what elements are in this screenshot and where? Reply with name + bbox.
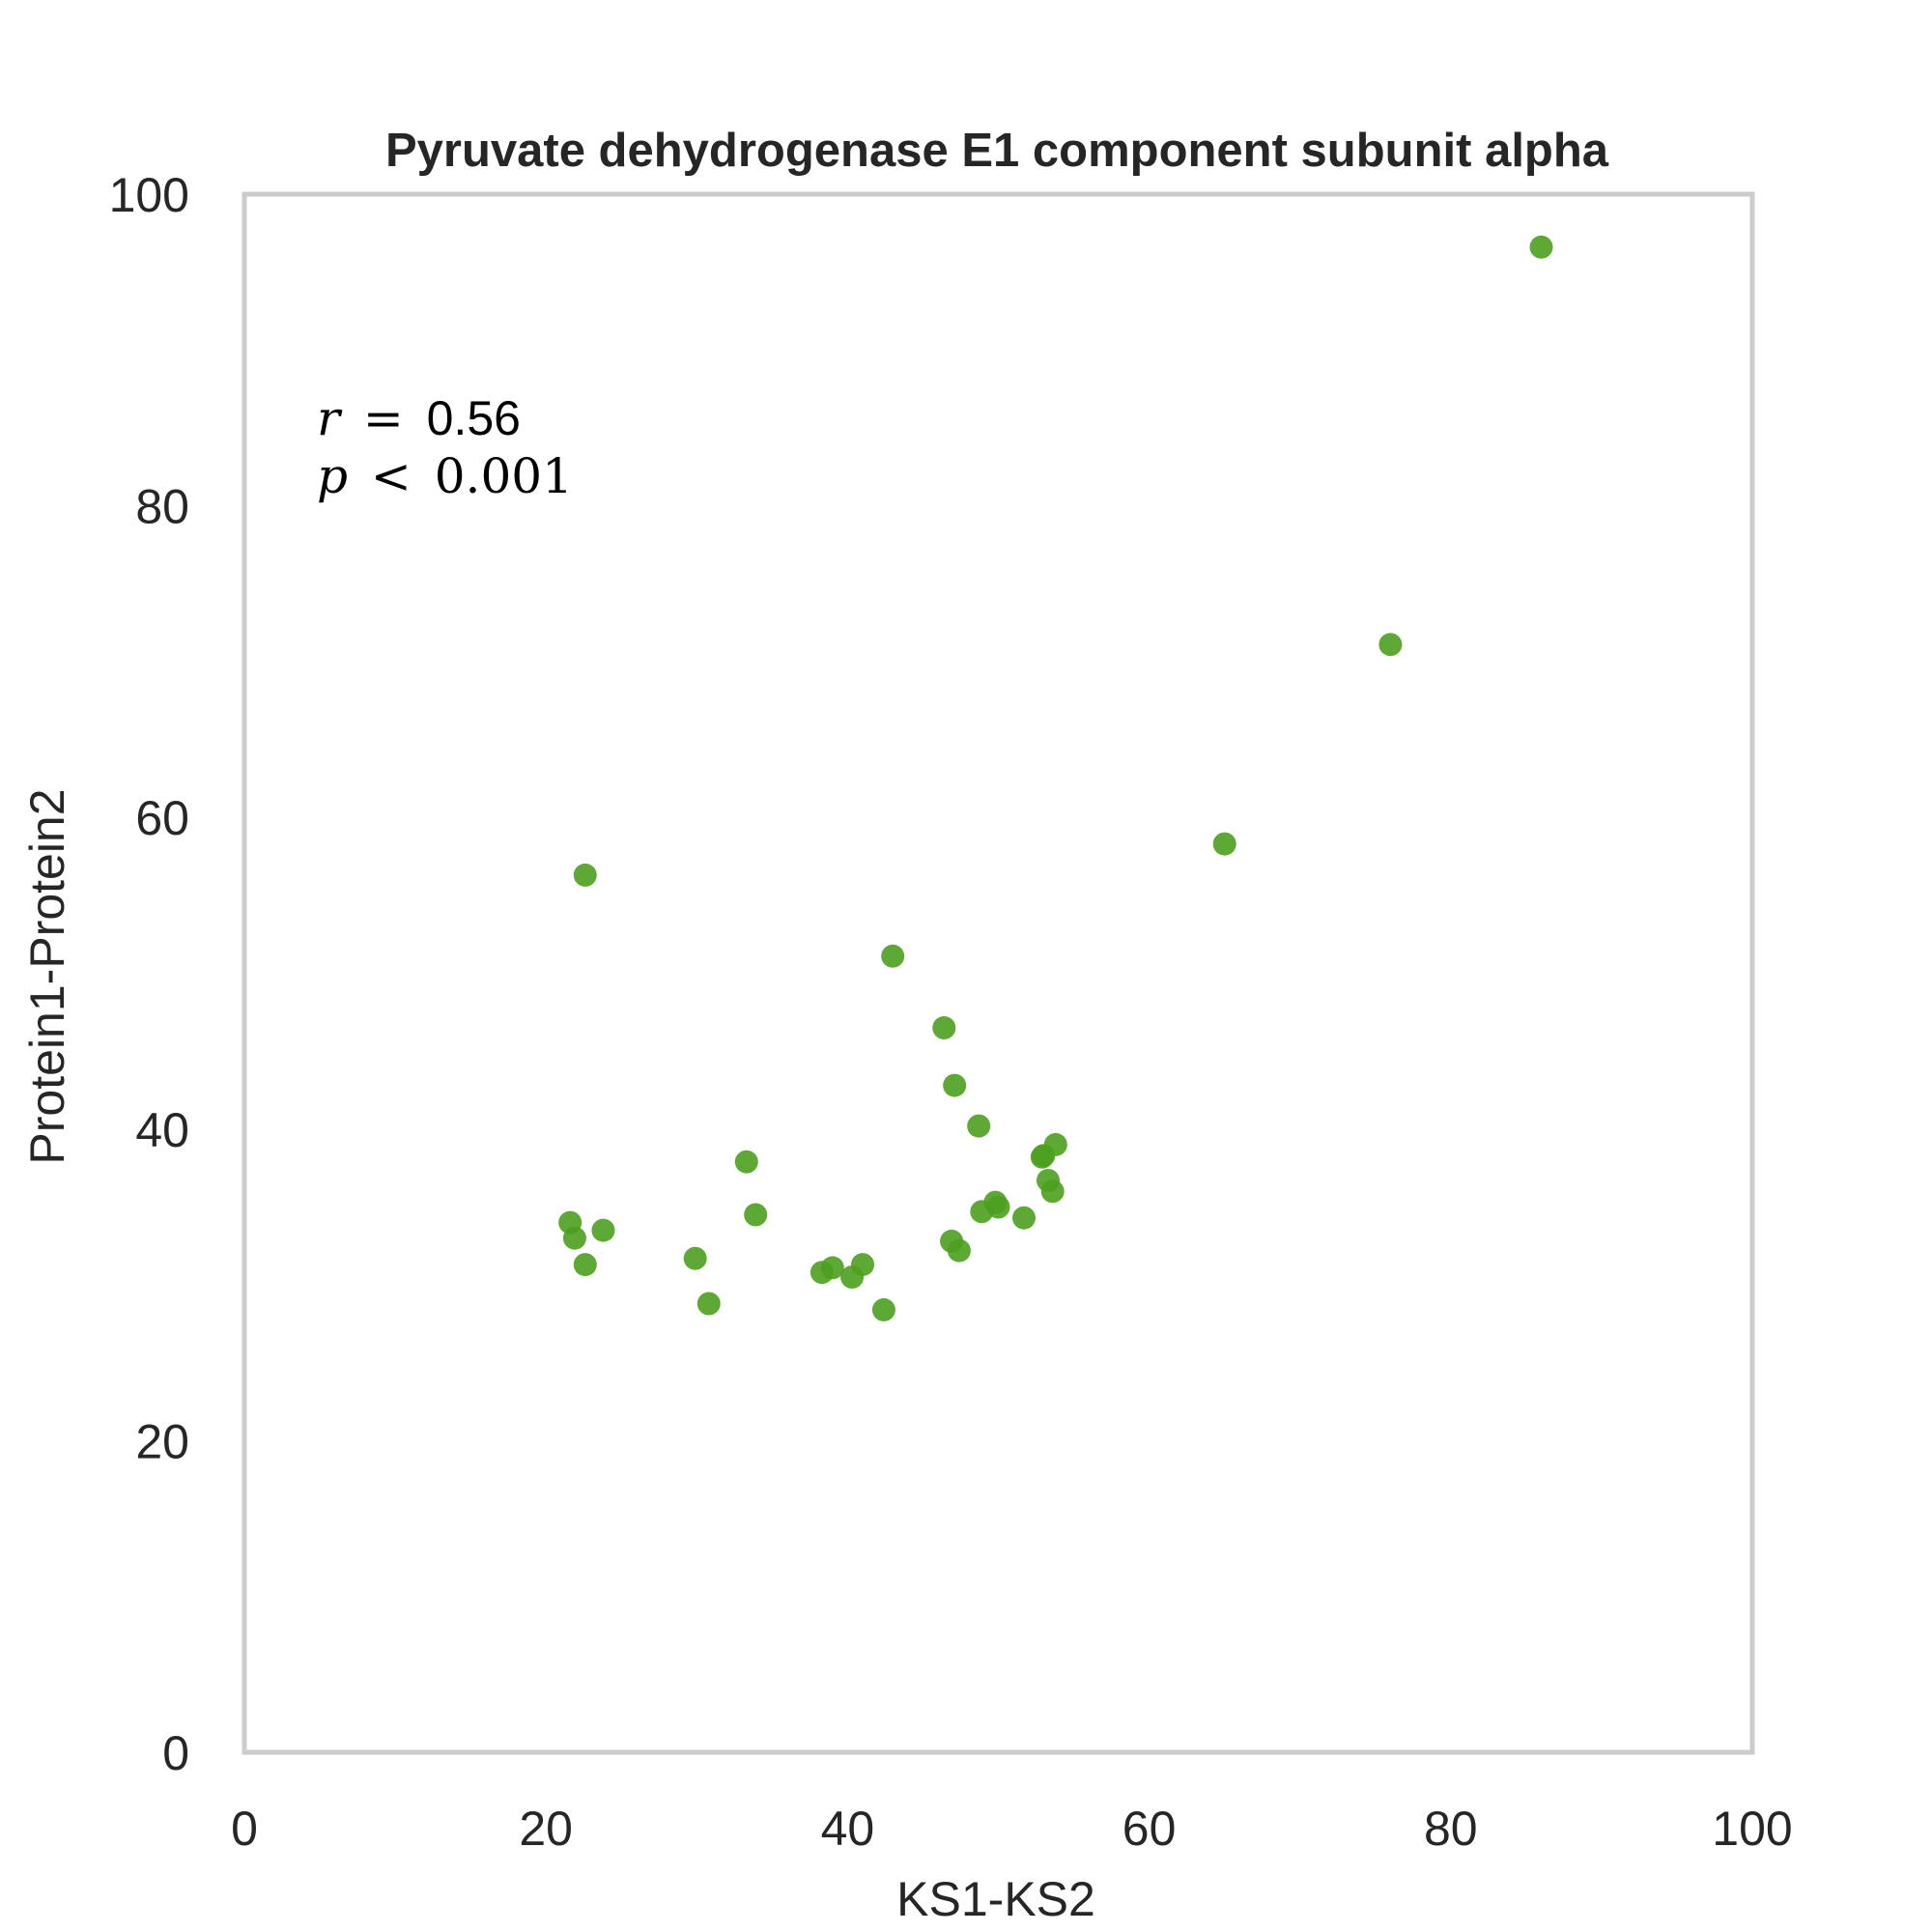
x-tick-label: 60 xyxy=(1122,1802,1177,1856)
x-tick-label: 20 xyxy=(519,1802,573,1856)
p-operator: < xyxy=(371,448,412,504)
x-tick-label: 100 xyxy=(1712,1802,1792,1856)
y-axis-label: Protein1-Protein2 xyxy=(20,788,74,1164)
y-tick-label: 20 xyxy=(135,1414,189,1468)
r-value: 0.56 xyxy=(427,391,521,445)
data-point xyxy=(871,1297,895,1321)
y-tick-label: 80 xyxy=(135,480,189,534)
y-tick-labels: 0 20 40 60 80 100 xyxy=(109,168,189,1780)
points-layer xyxy=(558,235,1553,1321)
data-point xyxy=(1012,1206,1036,1230)
p-annotation: p < 0.001 xyxy=(317,448,573,504)
data-point xyxy=(943,1073,967,1097)
y-tick-label: 0 xyxy=(162,1726,189,1780)
chart-title: Pyruvate dehydrogenase E1 component subu… xyxy=(385,125,1609,177)
data-point xyxy=(851,1253,874,1277)
data-point xyxy=(932,1016,956,1039)
x-axis-label: KS1-KS2 xyxy=(896,1872,1095,1926)
data-point xyxy=(573,863,597,887)
x-tick-label: 40 xyxy=(821,1802,875,1856)
data-point xyxy=(1529,235,1553,259)
p-symbol: p xyxy=(317,448,348,504)
data-point xyxy=(820,1256,844,1280)
plot-frame xyxy=(242,191,1755,1755)
data-point xyxy=(734,1150,758,1174)
data-point xyxy=(1043,1132,1067,1156)
x-tick-labels: 0 20 40 60 80 100 xyxy=(231,1802,1793,1856)
x-tick-label: 80 xyxy=(1424,1802,1478,1856)
p-value: 0.001 xyxy=(435,448,573,504)
y-tick-label: 40 xyxy=(135,1103,189,1157)
r-symbol: r xyxy=(317,390,343,446)
data-point xyxy=(1212,832,1236,856)
data-point xyxy=(696,1292,721,1316)
y-tick-label: 100 xyxy=(109,168,189,222)
r-annotation: r = 0.56 xyxy=(317,390,521,446)
data-point xyxy=(881,944,905,968)
data-point xyxy=(967,1114,991,1138)
data-point xyxy=(744,1203,768,1227)
data-point xyxy=(683,1246,707,1270)
r-operator: = xyxy=(363,390,404,446)
y-tick-label: 60 xyxy=(135,791,189,845)
data-point xyxy=(591,1218,615,1242)
stats-annotation: r = 0.56 p < 0.001 xyxy=(317,390,573,504)
data-point xyxy=(986,1195,1010,1219)
data-point xyxy=(947,1238,971,1263)
data-point xyxy=(1040,1179,1065,1204)
data-point xyxy=(1378,633,1403,657)
data-point xyxy=(562,1226,586,1250)
x-tick-label: 0 xyxy=(231,1802,258,1856)
data-point xyxy=(573,1253,597,1277)
